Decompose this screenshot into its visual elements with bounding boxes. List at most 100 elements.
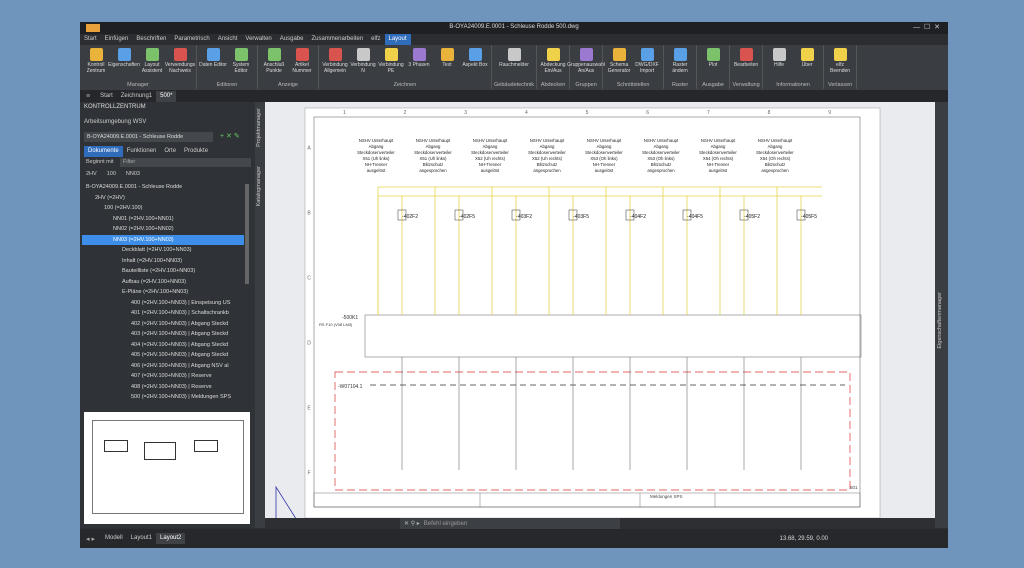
tree-item[interactable]: 406 (=2HV.100+NN03) | Abgang NSV al xyxy=(131,362,229,369)
tree-item[interactable]: 500 (=2HV.100+NN03) | Meldungen SPS xyxy=(131,394,231,400)
ribbon-button[interactable]: Rauchmelder xyxy=(499,45,529,82)
panel-tab[interactable]: Funktionen xyxy=(126,148,157,154)
menu-tab[interactable]: Ansicht xyxy=(217,36,238,42)
ribbon-button[interactable]: Eigenschaften xyxy=(108,45,140,82)
tree-item[interactable]: 100 (=2HV.100) xyxy=(104,205,143,211)
row-letter: F xyxy=(307,471,310,477)
menu-tab[interactable]: Ausgabe xyxy=(279,36,304,42)
menu-tab[interactable]: Start xyxy=(84,36,97,42)
breadcrumb-item[interactable]: 100 xyxy=(106,171,116,177)
layout-tab[interactable]: Layout2 xyxy=(156,533,186,544)
tree-item[interactable]: 401 (=2HV.100+NN03) | Schaltschrankb xyxy=(131,310,229,316)
column-heading: NSHV Unterhaupt xyxy=(530,138,565,143)
ribbon-button[interactable]: System Editor xyxy=(227,45,255,82)
ribbon-button[interactable]: Layout Assistent xyxy=(138,45,166,82)
layout-tab[interactable]: Modell xyxy=(104,535,123,541)
button-icon xyxy=(546,48,560,61)
ribbon-group: Kontroll Zentrum Eigenschaften Layout Assi… xyxy=(80,45,197,89)
breadcrumb-item[interactable]: 2HV xyxy=(86,171,97,177)
device-label: -402F2 xyxy=(402,214,418,220)
document-tab[interactable]: 500* xyxy=(156,90,177,102)
ribbon-buttons: Abdeckung Ein/Aus xyxy=(539,45,567,82)
tree-item[interactable]: NN02 (=2HV.100+NN02) xyxy=(113,226,174,232)
tree-item[interactable]: NN03 (=2HV.100+NN03) xyxy=(82,234,244,245)
column-heading: X54 (Oh rechts) xyxy=(703,156,734,161)
menu-tab[interactable]: Layout xyxy=(384,34,411,45)
menu-tab[interactable]: Parametrisch xyxy=(174,36,210,42)
ribbon-button[interactable]: Daten Editor xyxy=(199,45,227,82)
layout-tab[interactable]: Layout1 xyxy=(130,535,153,541)
menu-tab[interactable]: Beschriften xyxy=(136,36,167,42)
panel-tab[interactable]: Produkte xyxy=(184,148,209,154)
menu-tab[interactable]: Verwalten xyxy=(245,36,272,42)
ribbon-button[interactable]: elfz Beenden xyxy=(826,45,854,82)
contact xyxy=(739,209,749,221)
tree-item[interactable]: 402 (=2HV.100+NN03) | Abgang Steckd xyxy=(131,320,229,327)
group-label: Schnittstellen xyxy=(616,82,650,88)
ribbon-button[interactable]: Bearbeiten xyxy=(732,45,760,82)
ribbon-button[interactable]: Schema Generator xyxy=(605,45,633,82)
menu-tab[interactable]: elfz xyxy=(371,36,381,42)
tree-item[interactable]: 2HV (=2HV) xyxy=(95,194,125,201)
row-letter: E xyxy=(307,406,311,412)
tree-item[interactable]: 405 (=2HV.100+NN03) | Abgang Steckd xyxy=(131,352,229,358)
app-logo xyxy=(86,24,100,32)
terminal-type: RS F10 (V08 LM3) xyxy=(319,322,353,327)
filter-mode[interactable]: Beginnt mit xyxy=(86,159,114,165)
tree-item[interactable]: Deckblatt (=2HV.100+NN03) xyxy=(122,247,192,253)
project-combo[interactable]: B-OYA24009.E.0001 - Schleuse Rodde xyxy=(84,132,213,142)
window-controls[interactable]: — ☐ ✕ xyxy=(913,24,940,31)
document-tab[interactable]: Zeichnung1 xyxy=(120,92,153,99)
tree-item[interactable]: Aufbau (=2HV.100+NN03) xyxy=(122,278,187,285)
ribbon-button[interactable]: Verbindung PE xyxy=(377,45,405,82)
tree-item[interactable]: 407 (=2HV.100+NN03) | Reserve xyxy=(131,373,212,379)
group-label: Editoren xyxy=(216,82,238,88)
tree-item[interactable]: E-Pläne (=2HV.100+NN03) xyxy=(122,289,189,295)
ribbon-buttons: Gruppenauswahl An/Aus xyxy=(567,45,605,82)
ribbon-button[interactable]: Text xyxy=(433,45,461,82)
tree-item[interactable]: B-OYA24009.E.0001 - Schleuse Rodde xyxy=(86,184,183,190)
ribbon-button[interactable]: Abdeckung Ein/Aus xyxy=(539,45,567,82)
ribbon-button[interactable]: Raster ändern xyxy=(666,45,694,82)
button-icon xyxy=(328,48,342,61)
ribbon-button[interactable]: Gruppenauswahl An/Aus xyxy=(567,45,605,82)
tree-item[interactable]: Bauteilliste (=2HV.100+NN03) xyxy=(122,268,196,274)
ribbon-button[interactable]: Plot xyxy=(699,45,727,82)
tree-item[interactable]: 408 (=2HV.100+NN03) | Reserve xyxy=(131,383,212,390)
tree-item[interactable]: 403 (=2HV.100+NN03) | Abgang Steckd xyxy=(131,331,229,337)
ribbon-button[interactable]: Verbindung N xyxy=(349,45,377,82)
column-heading: Blitzschutz xyxy=(765,162,786,167)
column-heading: NSHV Unterhaupt xyxy=(359,138,394,143)
ribbon-button[interactable]: Kontroll Zentrum xyxy=(82,45,110,82)
menu-tab[interactable]: Zusammenarbeiten xyxy=(311,36,364,42)
ribbon-button[interactable]: Verbindung Allgemein xyxy=(321,45,349,82)
control-panel: KONTROLLZENTRUM Arbeitsumgebung WSV B-OYA2… xyxy=(80,102,255,528)
tree-item[interactable]: Inhalt (=2HV.100+NN03) xyxy=(122,257,183,264)
tree-item[interactable]: NN01 (=2HV.100+NN01) xyxy=(113,215,174,222)
ribbon-button[interactable]: Anschluß Punkte xyxy=(260,45,288,82)
side-label[interactable]: Katalogmanager xyxy=(256,166,262,207)
button-label: Verwendungs Nachweis xyxy=(164,62,196,74)
breadcrumb-item[interactable]: NN03 xyxy=(125,171,140,177)
panel-tab[interactable]: Orte xyxy=(164,148,177,154)
ribbon-button[interactable]: Verwendungs Nachweis xyxy=(164,45,196,82)
ribbon-button[interactable]: 3 Phasen xyxy=(405,45,433,82)
column-number: 5 xyxy=(586,110,589,116)
ribbon-buttons: Kontroll Zentrum Eigenschaften Layout Assi… xyxy=(82,45,196,82)
menu-tab[interactable]: Einfügen xyxy=(104,36,129,42)
ribbon-button[interactable]: Artikel Nummer xyxy=(288,45,316,82)
side-label[interactable]: Projektmanager xyxy=(256,108,262,147)
filter-input[interactable]: Filter xyxy=(120,158,251,167)
side-label[interactable]: Eigenschaftenmanager xyxy=(937,292,943,349)
tree-item[interactable]: 404 (=2HV.100+NN03) | Abgang Steckd xyxy=(131,341,229,348)
command-line[interactable]: ✕ ⚲ ▸ Befehl eingeben xyxy=(400,518,620,529)
document-tab[interactable]: Start xyxy=(100,92,113,99)
tree-item[interactable]: 400 (=2HV.100+NN03) | Einspeisung US xyxy=(131,299,231,306)
button-icon xyxy=(173,48,187,61)
button-icon xyxy=(468,48,482,61)
ribbon-button[interactable]: Aspekt Box xyxy=(461,45,489,82)
ribbon-button[interactable]: Über xyxy=(793,45,821,82)
ribbon-button[interactable]: DWG/DXF Import xyxy=(633,45,661,82)
panel-tab[interactable]: Dokumente xyxy=(84,146,123,157)
ribbon-button[interactable]: Hilfe xyxy=(765,45,793,82)
